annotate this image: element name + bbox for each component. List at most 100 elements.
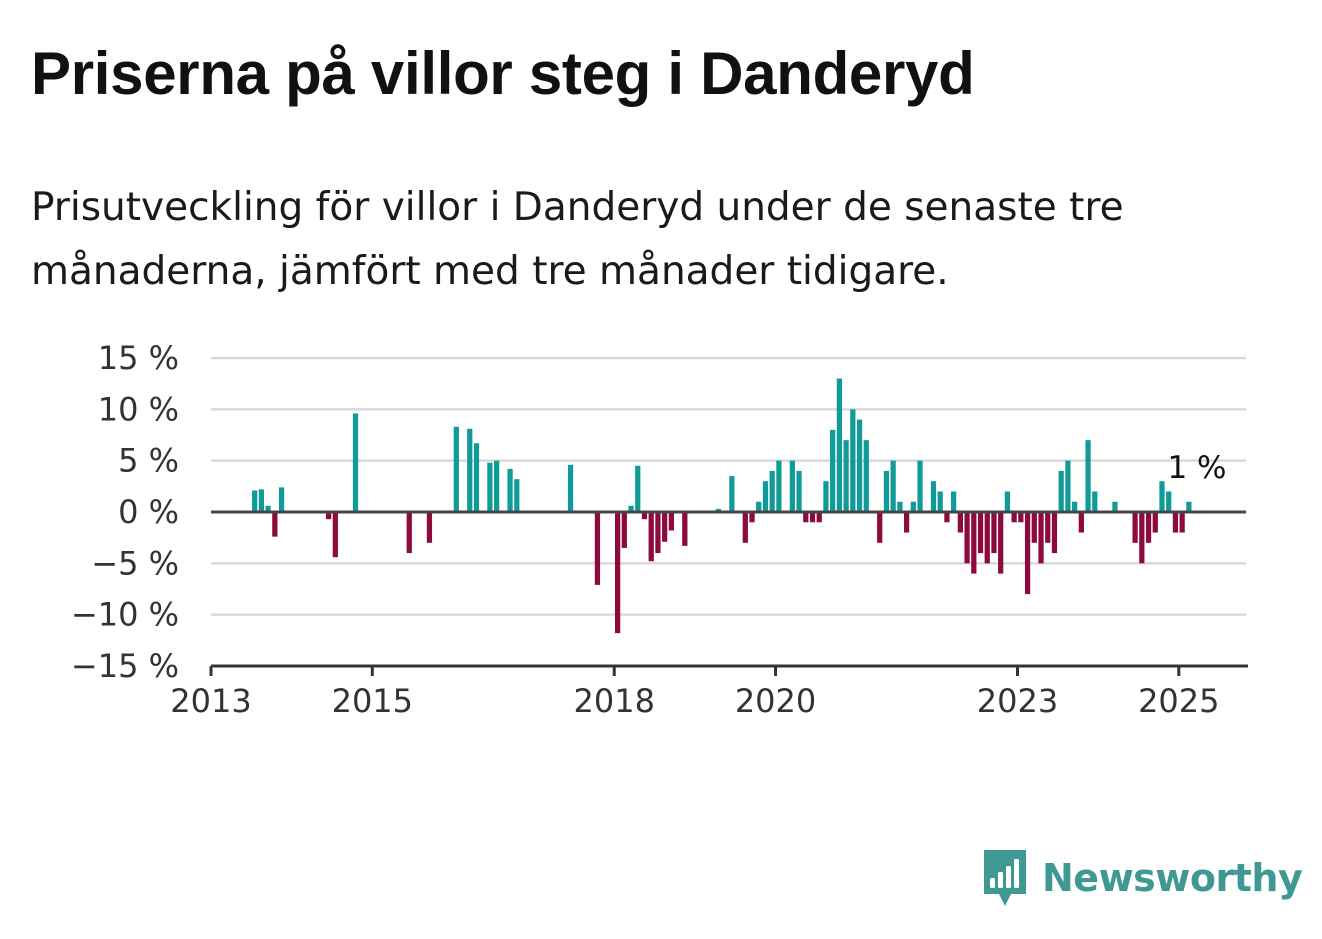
bar xyxy=(1078,512,1084,533)
bar xyxy=(514,479,520,512)
bar xyxy=(1172,512,1179,533)
bar xyxy=(1092,491,1098,512)
y-tick-label: −15 % xyxy=(71,647,179,685)
bar xyxy=(668,512,674,531)
brand-logo: Newsworthy xyxy=(980,846,1303,910)
bar xyxy=(1071,501,1078,512)
bar xyxy=(332,512,338,558)
bar xyxy=(1152,512,1158,533)
y-tick-label: −10 % xyxy=(71,596,179,634)
bar xyxy=(406,512,412,554)
bar xyxy=(1024,512,1031,595)
bar xyxy=(628,505,634,512)
bar xyxy=(1179,512,1185,533)
bar xyxy=(1132,512,1138,543)
x-tick-label: 2015 xyxy=(332,682,413,720)
bar xyxy=(1065,460,1071,512)
axes: 15 % 10 % 5 % 0 % −5 % −10 % −15 %2013 2015 2018… xyxy=(71,339,1248,720)
bar xyxy=(836,378,843,512)
chart-title: Priserna på villor steg i Danderyd xyxy=(31,40,975,107)
bar xyxy=(803,512,809,523)
bar xyxy=(1186,501,1192,512)
bar xyxy=(877,512,883,543)
bar xyxy=(1085,440,1091,512)
bar xyxy=(890,460,896,512)
bar xyxy=(971,512,977,574)
bar xyxy=(655,512,661,554)
y-tick-label: 10 % xyxy=(98,390,179,428)
bar xyxy=(749,512,755,523)
bar xyxy=(682,512,688,546)
bar xyxy=(1031,512,1037,543)
bar xyxy=(487,462,493,512)
bar xyxy=(272,512,278,537)
bar xyxy=(816,512,822,523)
bar xyxy=(1038,512,1044,564)
newsworthy-logo-icon xyxy=(984,850,1026,906)
bar xyxy=(951,491,957,512)
bar xyxy=(648,512,654,562)
bar xyxy=(1159,481,1165,512)
bars xyxy=(252,378,1192,634)
bar xyxy=(494,460,500,512)
bar xyxy=(352,413,359,512)
bar xyxy=(662,512,668,542)
bar xyxy=(897,501,903,512)
bar xyxy=(1139,512,1145,564)
bar xyxy=(957,512,963,533)
bar xyxy=(789,460,795,512)
x-tick-label: 2013 xyxy=(170,682,251,720)
bar xyxy=(883,470,890,512)
bar xyxy=(910,501,916,512)
bar xyxy=(473,443,480,512)
bar xyxy=(1018,512,1024,523)
bar xyxy=(1166,491,1172,512)
bar xyxy=(594,512,601,585)
brand-name: Newsworthy xyxy=(1042,856,1303,900)
bar xyxy=(1011,512,1017,523)
bar xyxy=(1145,512,1152,543)
bar xyxy=(729,476,735,512)
bar xyxy=(756,501,762,512)
bar xyxy=(944,512,950,523)
y-tick-label: 15 % xyxy=(98,339,179,377)
bar xyxy=(850,409,856,512)
bar xyxy=(252,490,258,512)
bar xyxy=(903,512,910,533)
bar xyxy=(998,512,1004,574)
bar xyxy=(426,512,433,543)
chart-subtitle: Prisutveckling för villor i Danderyd und… xyxy=(31,185,1124,294)
bar-chart: 15 % 10 % 5 % 0 % −5 % −10 % −15 %2013 2015 2018… xyxy=(71,339,1248,720)
bar xyxy=(453,426,459,512)
bar xyxy=(1004,491,1011,512)
x-tick-label: 2018 xyxy=(574,682,655,720)
bar xyxy=(917,460,923,512)
y-tick-label: −5 % xyxy=(91,544,179,582)
gridlines xyxy=(211,356,1246,616)
bar xyxy=(991,512,997,554)
y-tick-label: 5 % xyxy=(118,442,179,480)
bar xyxy=(1058,470,1064,512)
last-value-label: 1 % xyxy=(1167,450,1226,486)
bar xyxy=(325,512,332,520)
bar xyxy=(843,440,849,512)
x-tick-label: 2023 xyxy=(977,682,1058,720)
bar xyxy=(964,512,970,564)
bar xyxy=(641,512,648,520)
bar xyxy=(265,505,271,512)
bar xyxy=(1051,512,1058,554)
bar xyxy=(742,512,748,543)
bar xyxy=(567,464,574,512)
bar xyxy=(830,429,836,512)
bar xyxy=(769,470,775,512)
bar xyxy=(507,468,513,512)
bar xyxy=(984,512,990,564)
bar xyxy=(863,440,869,512)
bar xyxy=(762,481,769,512)
bar xyxy=(809,512,816,523)
bar xyxy=(715,508,722,512)
bar xyxy=(776,460,782,512)
bar xyxy=(977,512,984,554)
bar xyxy=(930,481,937,512)
bar xyxy=(467,428,473,512)
